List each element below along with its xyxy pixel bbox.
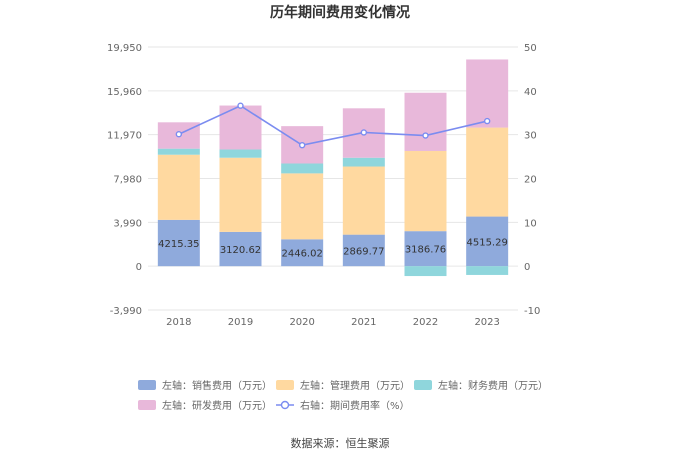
data-label: 4215.35: [158, 239, 199, 250]
x-tick: 2021: [351, 317, 376, 328]
bar-segment: [404, 92, 447, 151]
x-tick: 2019: [228, 317, 253, 328]
legend-item[interactable]: 左轴：财务费用（万元）: [414, 379, 548, 392]
chart-title: 历年期间费用变化情况: [270, 4, 410, 21]
data-label: 2446.02: [281, 249, 322, 260]
legend[interactable]: 左轴：销售费用（万元） 左轴：管理费用（万元） 左轴：财务费用（万元） 左轴：研发费用…: [138, 379, 548, 412]
legend-swatch-marker: [280, 400, 290, 410]
y-left-tick: 15,960: [107, 87, 142, 98]
data-label: 2869.77: [343, 246, 384, 257]
bar-segment: [281, 173, 324, 240]
data-label: 3120.62: [220, 245, 261, 256]
rate-point: [298, 141, 306, 149]
y-left-tick: -3,990: [110, 306, 142, 317]
y-right-tick: 0: [524, 262, 530, 273]
rate-line-path: [178, 104, 488, 147]
bar-segment: [219, 157, 262, 232]
bar-segment: [281, 163, 324, 174]
legend-label: 左轴：销售费用（万元）: [162, 379, 272, 392]
legend-label: 右轴：期间费用率（%）: [300, 399, 410, 412]
x-tick: 2023: [474, 317, 499, 328]
bar-segment: [157, 219, 200, 267]
grid: [148, 46, 518, 311]
legend-swatch: [276, 380, 294, 390]
bar-segment: [342, 157, 385, 167]
legend-swatch: [414, 380, 432, 390]
bar-segment: [404, 266, 447, 277]
bar-segment: [157, 154, 200, 220]
rate-point: [175, 131, 183, 138]
y-left-tick: 3,990: [113, 218, 142, 229]
legend-item[interactable]: 左轴：研发费用（万元）: [138, 399, 272, 412]
rate-point: [483, 117, 491, 125]
y-axis-right: -10 0 10 20 30 40 50: [524, 43, 540, 317]
y-right-tick: 40: [524, 87, 537, 98]
y-right-tick: 50: [524, 43, 537, 54]
legend-swatch: [138, 380, 156, 390]
x-tick: 2018: [166, 317, 191, 328]
bar-segment: [219, 149, 262, 158]
rate-point: [237, 102, 244, 109]
y-left-tick: 0: [136, 262, 142, 273]
bar-segment: [404, 231, 447, 267]
legend-label: 左轴：财务费用（万元）: [438, 379, 548, 392]
y-axis-left: -3,990 0 3,990 7,980 11,970 15,960 19,950: [107, 43, 142, 317]
data-labels: 4215.35 3120.62 2446.02 2869.77 3186.76 4515.…: [158, 237, 508, 259]
bar-segment: [466, 266, 509, 275]
bar-segment: [466, 216, 509, 267]
bar-segment: [157, 148, 200, 155]
bar-segment: [466, 59, 509, 128]
y-right-tick: 10: [524, 218, 537, 229]
legend-label: 左轴：管理费用（万元）: [300, 379, 410, 392]
bar-segment: [342, 234, 385, 267]
legend-swatch: [138, 400, 156, 410]
bar-segment: [219, 231, 262, 267]
bar-segment: [466, 127, 509, 217]
legend-item[interactable]: 左轴：销售费用（万元）: [138, 379, 272, 392]
bar-segment: [281, 239, 324, 267]
bar-segment: [342, 166, 385, 235]
y-right-tick: -10: [524, 306, 540, 317]
legend-label: 左轴：研发费用（万元）: [162, 399, 272, 412]
rate-point: [422, 132, 429, 139]
rate-point: [360, 129, 368, 136]
data-label: 3186.76: [405, 245, 446, 256]
legend-item[interactable]: 右轴：期间费用率（%）: [276, 399, 410, 412]
bars: [157, 59, 509, 277]
y-right-tick: 30: [524, 131, 537, 142]
legend-item[interactable]: 左轴：管理费用（万元）: [276, 379, 410, 392]
y-left-tick: 7,980: [113, 175, 142, 186]
x-tick: 2020: [289, 317, 314, 328]
y-left-tick: 19,950: [107, 43, 142, 54]
bar-segment: [404, 150, 447, 232]
x-axis: 2018 2019 2020 2021 2022 2023: [166, 317, 500, 328]
x-tick: 2022: [413, 317, 438, 328]
y-right-tick: 20: [524, 175, 537, 186]
source-note: 数据来源：恒生聚源: [291, 436, 390, 450]
data-label: 4515.29: [466, 237, 507, 248]
y-left-tick: 11,970: [107, 131, 142, 142]
rate-line: [175, 102, 491, 149]
